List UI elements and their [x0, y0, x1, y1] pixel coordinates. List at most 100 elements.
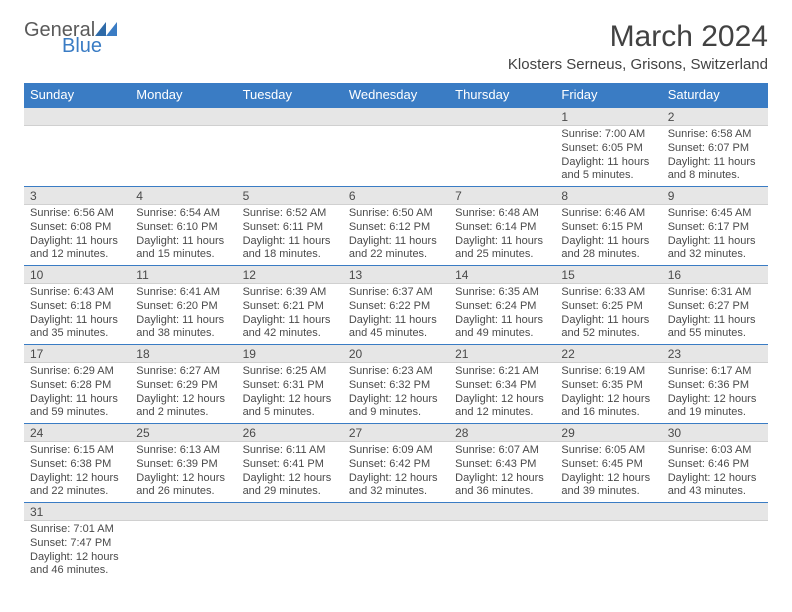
- weekday-header: Monday: [130, 83, 236, 107]
- day-number-cell: 1: [555, 107, 661, 126]
- day-number-row: 12: [24, 107, 768, 126]
- calendar-page: General Blue March 2024 Klosters Serneus…: [0, 0, 792, 601]
- day-number-row: 10111213141516: [24, 266, 768, 284]
- day-info-cell: Sunrise: 6:58 AM Sunset: 6:07 PM Dayligh…: [662, 126, 768, 187]
- day-number-cell: [130, 107, 236, 126]
- day-number-cell: 19: [237, 345, 343, 363]
- day-number-cell: 4: [130, 187, 236, 205]
- day-info-cell: Sunrise: 6:27 AM Sunset: 6:29 PM Dayligh…: [130, 363, 236, 424]
- day-info-cell: Sunrise: 6:23 AM Sunset: 6:32 PM Dayligh…: [343, 363, 449, 424]
- day-number-cell: 31: [24, 503, 130, 521]
- weekday-header: Thursday: [449, 83, 555, 107]
- day-info-cell: Sunrise: 6:41 AM Sunset: 6:20 PM Dayligh…: [130, 284, 236, 345]
- day-number-cell: 22: [555, 345, 661, 363]
- day-info-row: Sunrise: 7:00 AM Sunset: 6:05 PM Dayligh…: [24, 126, 768, 187]
- day-info-row: Sunrise: 6:56 AM Sunset: 6:08 PM Dayligh…: [24, 205, 768, 266]
- day-info-cell: Sunrise: 6:05 AM Sunset: 6:45 PM Dayligh…: [555, 442, 661, 503]
- day-number-cell: 8: [555, 187, 661, 205]
- day-number-row: 3456789: [24, 187, 768, 205]
- day-number-cell: [130, 503, 236, 521]
- day-info-cell: Sunrise: 6:07 AM Sunset: 6:43 PM Dayligh…: [449, 442, 555, 503]
- day-info-cell: Sunrise: 6:33 AM Sunset: 6:25 PM Dayligh…: [555, 284, 661, 345]
- day-number-cell: 6: [343, 187, 449, 205]
- day-number-cell: 23: [662, 345, 768, 363]
- weekday-header: Tuesday: [237, 83, 343, 107]
- day-info-cell: Sunrise: 6:52 AM Sunset: 6:11 PM Dayligh…: [237, 205, 343, 266]
- day-number-cell: [343, 107, 449, 126]
- day-number-cell: 14: [449, 266, 555, 284]
- weekday-header: Sunday: [24, 83, 130, 107]
- day-number-cell: 17: [24, 345, 130, 363]
- day-info-cell: Sunrise: 6:21 AM Sunset: 6:34 PM Dayligh…: [449, 363, 555, 424]
- day-info-row: Sunrise: 6:43 AM Sunset: 6:18 PM Dayligh…: [24, 284, 768, 345]
- brand-logo: General Blue: [24, 20, 117, 56]
- day-number-cell: 30: [662, 424, 768, 442]
- day-info-cell: Sunrise: 6:48 AM Sunset: 6:14 PM Dayligh…: [449, 205, 555, 266]
- day-number-row: 24252627282930: [24, 424, 768, 442]
- page-header: General Blue March 2024 Klosters Serneus…: [24, 20, 768, 73]
- day-number-cell: 9: [662, 187, 768, 205]
- day-info-cell: Sunrise: 6:39 AM Sunset: 6:21 PM Dayligh…: [237, 284, 343, 345]
- day-number-cell: [343, 503, 449, 521]
- calendar-body: 12Sunrise: 7:00 AM Sunset: 6:05 PM Dayli…: [24, 107, 768, 581]
- day-info-cell: Sunrise: 6:25 AM Sunset: 6:31 PM Dayligh…: [237, 363, 343, 424]
- location-subtitle: Klosters Serneus, Grisons, Switzerland: [508, 56, 768, 73]
- day-info-cell: [449, 126, 555, 187]
- day-number-cell: 16: [662, 266, 768, 284]
- day-number-cell: 27: [343, 424, 449, 442]
- day-info-cell: [237, 521, 343, 582]
- day-info-cell: Sunrise: 6:56 AM Sunset: 6:08 PM Dayligh…: [24, 205, 130, 266]
- day-info-cell: [343, 126, 449, 187]
- day-number-cell: [662, 503, 768, 521]
- day-number-cell: 11: [130, 266, 236, 284]
- day-info-cell: [449, 521, 555, 582]
- weekday-header: Friday: [555, 83, 661, 107]
- day-number-cell: 2: [662, 107, 768, 126]
- day-info-cell: Sunrise: 6:50 AM Sunset: 6:12 PM Dayligh…: [343, 205, 449, 266]
- day-info-cell: [237, 126, 343, 187]
- day-number-cell: 18: [130, 345, 236, 363]
- day-info-row: Sunrise: 6:29 AM Sunset: 6:28 PM Dayligh…: [24, 363, 768, 424]
- day-number-cell: 13: [343, 266, 449, 284]
- day-number-cell: 24: [24, 424, 130, 442]
- day-info-cell: Sunrise: 6:29 AM Sunset: 6:28 PM Dayligh…: [24, 363, 130, 424]
- day-number-cell: 29: [555, 424, 661, 442]
- day-info-cell: Sunrise: 6:17 AM Sunset: 6:36 PM Dayligh…: [662, 363, 768, 424]
- day-info-cell: Sunrise: 6:45 AM Sunset: 6:17 PM Dayligh…: [662, 205, 768, 266]
- day-info-cell: Sunrise: 6:19 AM Sunset: 6:35 PM Dayligh…: [555, 363, 661, 424]
- day-number-cell: [237, 107, 343, 126]
- month-title: March 2024: [508, 20, 768, 54]
- day-info-cell: Sunrise: 6:43 AM Sunset: 6:18 PM Dayligh…: [24, 284, 130, 345]
- day-number-row: 31: [24, 503, 768, 521]
- day-info-cell: Sunrise: 6:09 AM Sunset: 6:42 PM Dayligh…: [343, 442, 449, 503]
- day-info-cell: [24, 126, 130, 187]
- day-info-cell: Sunrise: 6:54 AM Sunset: 6:10 PM Dayligh…: [130, 205, 236, 266]
- day-info-cell: [130, 126, 236, 187]
- calendar-table: Sunday Monday Tuesday Wednesday Thursday…: [24, 83, 768, 581]
- day-info-cell: Sunrise: 6:15 AM Sunset: 6:38 PM Dayligh…: [24, 442, 130, 503]
- logo-text-block: General Blue: [24, 20, 117, 56]
- day-number-cell: 15: [555, 266, 661, 284]
- weekday-header: Wednesday: [343, 83, 449, 107]
- day-number-cell: 26: [237, 424, 343, 442]
- weekday-header-row: Sunday Monday Tuesday Wednesday Thursday…: [24, 83, 768, 107]
- day-info-row: Sunrise: 7:01 AM Sunset: 7:47 PM Dayligh…: [24, 521, 768, 582]
- weekday-header: Saturday: [662, 83, 768, 107]
- day-number-cell: [237, 503, 343, 521]
- logo-word-2: Blue: [62, 35, 102, 57]
- day-info-cell: Sunrise: 6:31 AM Sunset: 6:27 PM Dayligh…: [662, 284, 768, 345]
- day-info-cell: [343, 521, 449, 582]
- day-number-cell: 28: [449, 424, 555, 442]
- day-number-cell: 12: [237, 266, 343, 284]
- day-info-cell: Sunrise: 7:00 AM Sunset: 6:05 PM Dayligh…: [555, 126, 661, 187]
- day-number-row: 17181920212223: [24, 345, 768, 363]
- day-number-cell: 21: [449, 345, 555, 363]
- day-number-cell: 7: [449, 187, 555, 205]
- day-number-cell: [555, 503, 661, 521]
- day-info-cell: [130, 521, 236, 582]
- day-number-cell: 3: [24, 187, 130, 205]
- day-number-cell: [24, 107, 130, 126]
- day-info-row: Sunrise: 6:15 AM Sunset: 6:38 PM Dayligh…: [24, 442, 768, 503]
- day-number-cell: 10: [24, 266, 130, 284]
- day-info-cell: Sunrise: 6:37 AM Sunset: 6:22 PM Dayligh…: [343, 284, 449, 345]
